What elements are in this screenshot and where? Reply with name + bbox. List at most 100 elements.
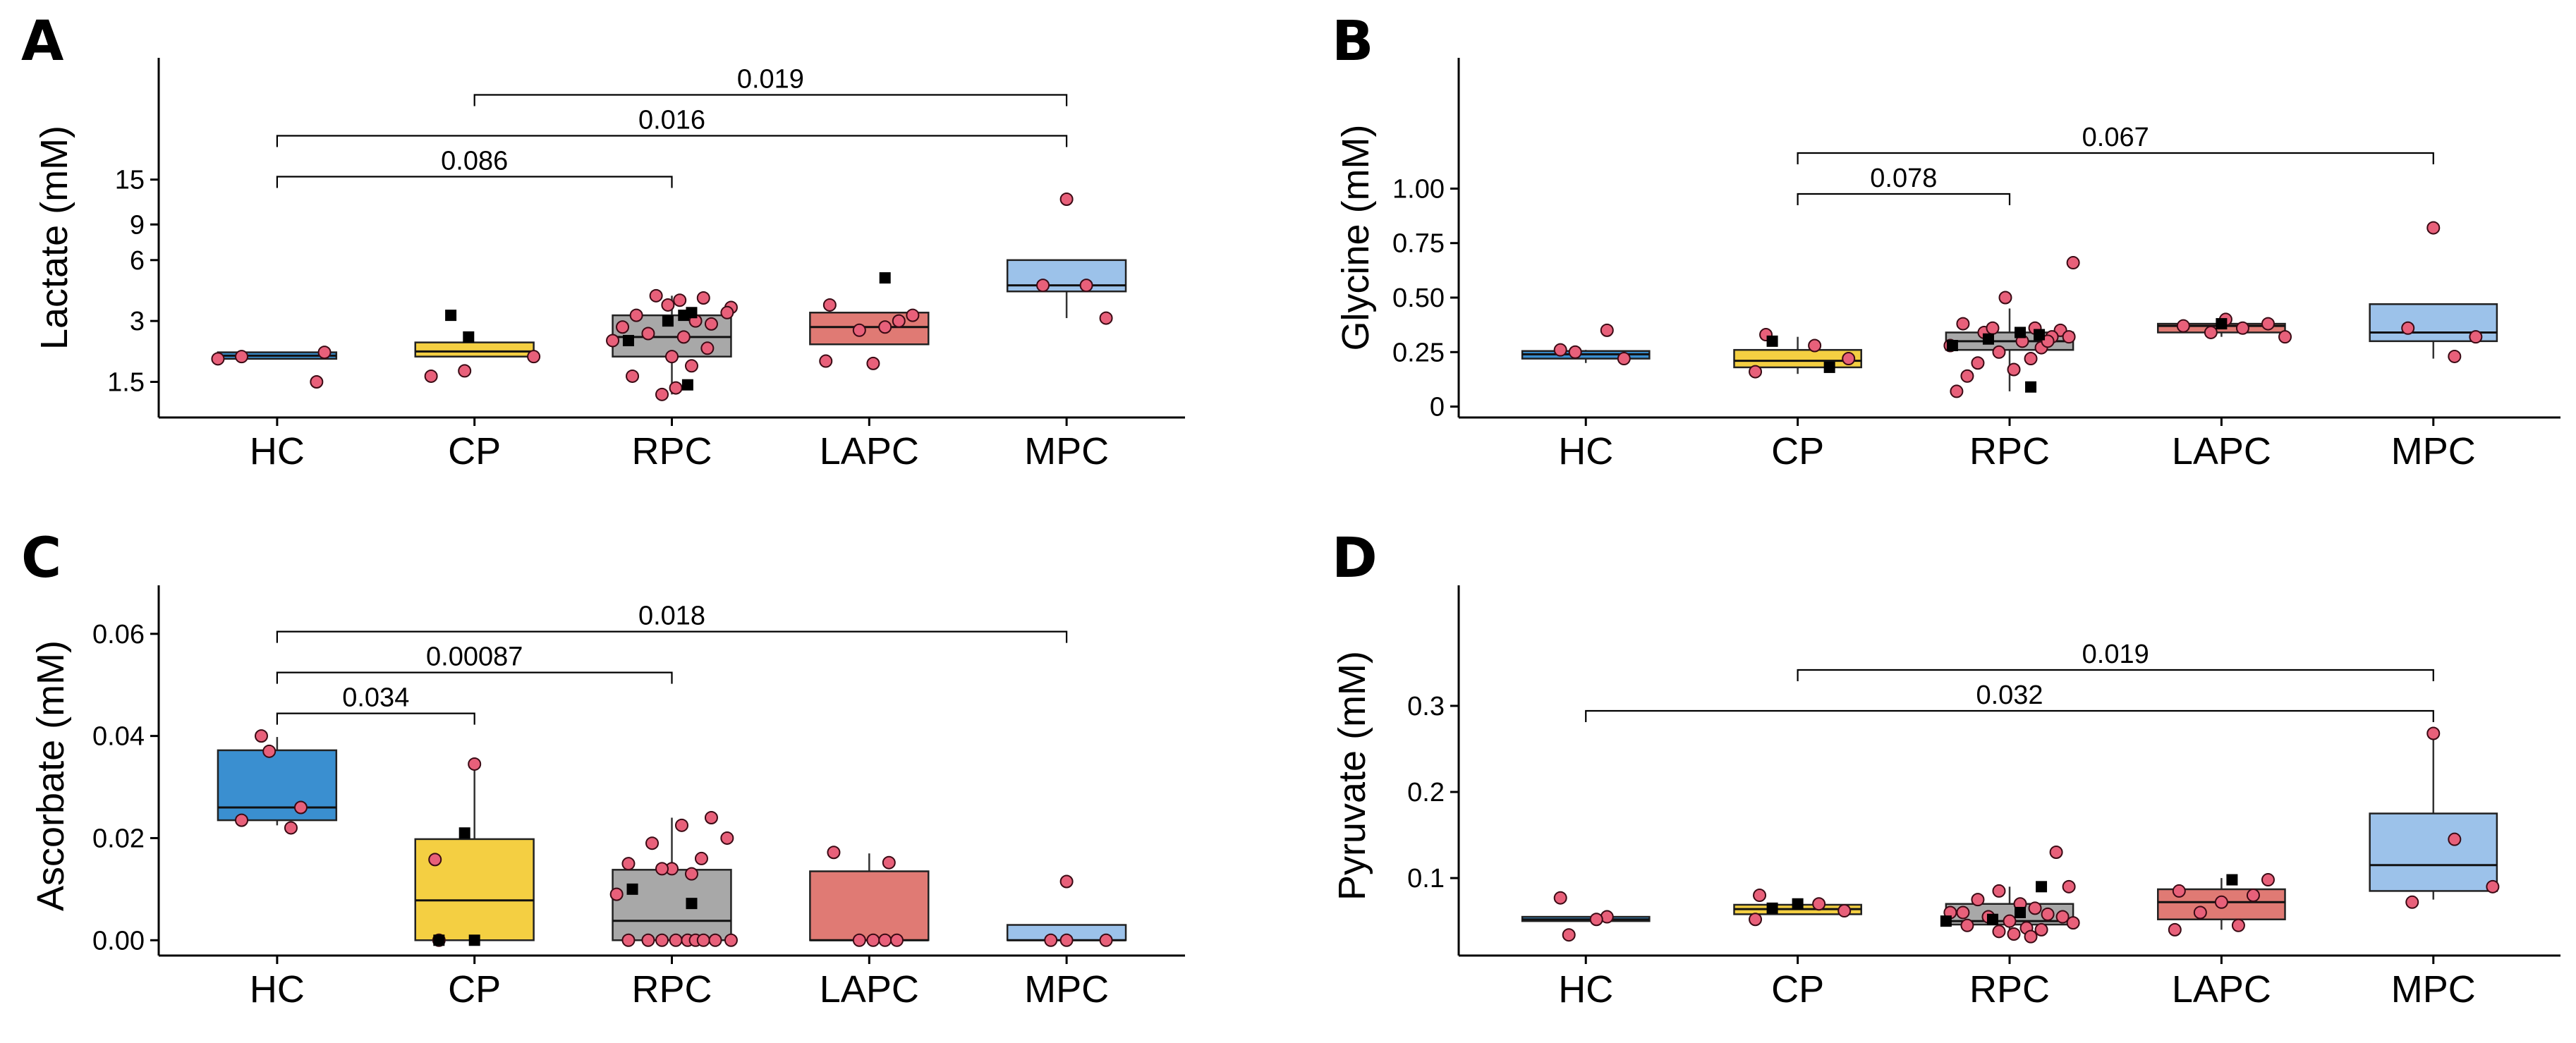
data-point (609, 887, 624, 901)
data-point (696, 933, 710, 947)
data-point (1553, 343, 1567, 357)
data-point (1812, 897, 1826, 911)
data-point (2246, 889, 2260, 903)
y-tick-label: 3 (130, 307, 145, 336)
x-tick-label: HC (1558, 968, 1613, 1011)
y-tick-label: 0.00 (92, 926, 145, 956)
data-point (1099, 311, 1113, 325)
data-point (1956, 905, 1970, 920)
x-tick-label: CP (1771, 968, 1824, 1011)
data-point (2041, 907, 2055, 921)
data-point (649, 288, 663, 303)
box-hc (217, 749, 338, 822)
data-point (621, 933, 636, 947)
data-point (684, 867, 698, 881)
data-point (700, 341, 715, 355)
panel-a: A Lactate (mM) 1.5 3 6 9 15 HC CP RPC LAPC MPC 0.0… (21, 10, 1185, 472)
p-value-label: 0.019 (2082, 640, 2149, 669)
p-value-label: 0.086 (441, 146, 508, 176)
data-point (1992, 345, 2006, 359)
data-point (1808, 338, 1822, 353)
p-value-label: 0.00087 (426, 642, 523, 672)
panel-letter-a: A (21, 10, 63, 73)
data-point (1044, 933, 1058, 947)
x-tick-label: RPC (1969, 430, 2050, 472)
x-tick-label: HC (250, 968, 305, 1011)
data-point (2261, 873, 2275, 887)
box-lapc (809, 870, 930, 941)
data-point (235, 813, 249, 827)
plot-area-a: 1.5 3 6 9 15 HC CP RPC LAPC MPC 0.086 0.016 0.019 (107, 58, 1185, 472)
data-point (641, 327, 655, 341)
data-point (2172, 884, 2186, 898)
data-point (2003, 914, 2017, 928)
data-point (317, 346, 332, 360)
data-point (674, 818, 688, 832)
y-tick-label: 0.3 (1407, 692, 1445, 721)
x-tick-label: HC (250, 430, 305, 472)
data-point (284, 821, 298, 835)
y-tick-label: 9 (130, 210, 145, 240)
p-value-label: 0.018 (638, 602, 705, 631)
data-point (2049, 845, 2063, 859)
data-point (892, 314, 906, 328)
data-point (1998, 291, 2012, 305)
data-point (724, 933, 738, 947)
box-cp (1733, 348, 1862, 369)
data-point (720, 831, 734, 845)
data-point (669, 933, 683, 947)
data-point (2024, 352, 2038, 366)
data-point (255, 729, 268, 743)
data-point (2176, 319, 2190, 333)
data-point (616, 320, 630, 334)
data-point (1960, 918, 1974, 932)
data-point (866, 356, 880, 370)
y-axis-label-a: Lactate (mM) (33, 126, 75, 350)
y-tick-label: 0.1 (1407, 864, 1445, 893)
data-point (1971, 356, 1985, 370)
data-point (2448, 832, 2462, 846)
data-square (2015, 327, 2027, 338)
x-tick-label: CP (448, 968, 501, 1011)
data-point (2028, 901, 2042, 915)
data-square (458, 827, 470, 839)
y-tick-label: 0.75 (1392, 229, 1445, 259)
data-point (852, 323, 866, 337)
y-axis-label-b: Glycine (mM) (1335, 125, 1377, 351)
data-point (655, 387, 669, 401)
y-tick-label: 0.06 (92, 620, 145, 649)
y-tick-label: 1.00 (1392, 174, 1445, 204)
data-point (468, 757, 482, 771)
data-square (681, 379, 693, 391)
data-point (822, 298, 837, 312)
x-tick-label: LAPC (820, 430, 919, 472)
panel-b: B Glycine (mM) 0 0.25 0.50 0.75 1.00 HC CP RPC L… (1332, 10, 2560, 472)
data-square (433, 934, 445, 946)
data-square (1823, 361, 1835, 373)
data-point (1600, 323, 1614, 337)
comparison-bracket (473, 94, 1068, 106)
data-point (1079, 279, 1093, 293)
y-tick-label: 0.50 (1392, 283, 1445, 313)
data-point (882, 855, 896, 870)
data-square (2216, 318, 2228, 330)
data-square (2036, 881, 2048, 893)
p-value-label: 0.032 (1976, 681, 2043, 710)
data-point (2235, 321, 2249, 335)
data-point (1562, 928, 1576, 942)
plot-area-c: 0.00 0.02 0.04 0.06 HC CP RPC LAPC MPC 0.034 0.000… (92, 585, 1185, 1011)
x-tick-label: RPC (631, 968, 712, 1011)
x-tick-label: LAPC (2172, 430, 2271, 472)
p-value-label: 0.019 (737, 64, 804, 94)
data-point (211, 352, 225, 366)
data-point (1589, 913, 1603, 927)
data-point (665, 350, 679, 364)
data-point (641, 933, 655, 947)
comparison-bracket (276, 712, 475, 725)
data-point (852, 933, 866, 947)
x-tick-label: MPC (1024, 968, 1109, 1011)
data-point (1036, 279, 1050, 293)
data-point (2024, 929, 2038, 944)
x-tick-label: CP (1771, 430, 1824, 472)
